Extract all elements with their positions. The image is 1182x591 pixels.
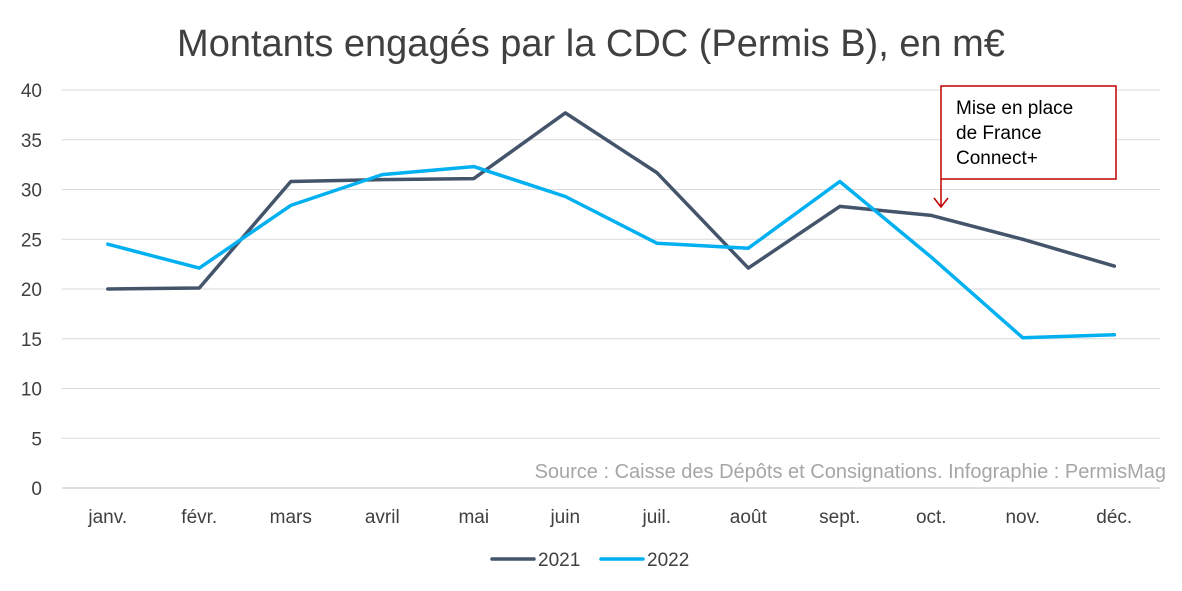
x-tick-label: août	[730, 507, 768, 528]
y-tick-label: 35	[21, 131, 42, 152]
legend-label: 2022	[647, 550, 689, 571]
x-tick-label: mai	[458, 507, 489, 528]
annotation-text: Connect+	[956, 148, 1038, 169]
y-tick-label: 5	[31, 429, 42, 450]
annotation-callout: Mise en place de France Connect+	[933, 85, 1117, 209]
y-tick-label: 25	[21, 230, 42, 251]
y-tick-label: 0	[31, 479, 42, 500]
x-tick-label: oct.	[916, 507, 947, 528]
annotation-box	[940, 85, 1117, 180]
x-tick-label: juin	[549, 507, 580, 528]
x-tick-label: avril	[365, 507, 400, 528]
x-axis-ticks: janv. févr. mars avril mai juin juil. août sept.…	[87, 507, 1132, 528]
gridlines	[62, 89, 1160, 489]
y-tick-label: 30	[21, 181, 42, 202]
series-line-2021	[106, 111, 1117, 291]
series-lines	[106, 111, 1117, 340]
legend-label: 2021	[538, 550, 580, 571]
x-tick-label: janv.	[87, 507, 127, 528]
y-tick-label: 20	[21, 280, 42, 301]
x-tick-label: juil.	[641, 507, 671, 528]
y-tick-label: 10	[21, 380, 42, 401]
y-tick-label: 15	[21, 330, 42, 351]
y-tick-label: 40	[21, 81, 42, 102]
annotation-arrowhead	[933, 197, 949, 209]
source-note: Source : Caisse des Dépôts et Consignati…	[535, 461, 1166, 483]
x-tick-label: sept.	[819, 507, 860, 528]
x-tick-label: déc.	[1096, 507, 1132, 528]
annotation-text: de France	[956, 123, 1042, 144]
x-tick-label: mars	[270, 507, 312, 528]
y-axis-ticks: 0 5 10 15 20 25 30 35 40	[21, 81, 42, 500]
annotation-text: Mise en place	[956, 98, 1073, 119]
x-tick-label: févr.	[181, 507, 217, 528]
series-line-2022	[106, 164, 1117, 340]
chart-title: Montants engagés par la CDC (Permis B), …	[177, 23, 1005, 65]
x-tick-label: nov.	[1005, 507, 1040, 528]
legend: 2021 2022	[490, 550, 689, 571]
